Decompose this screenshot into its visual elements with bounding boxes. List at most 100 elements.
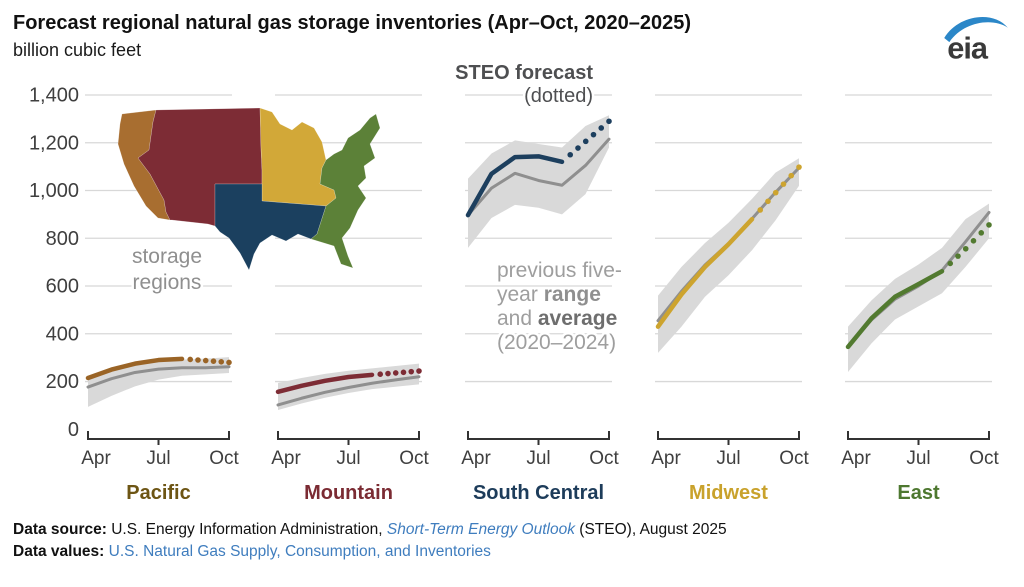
x-axis-tick-label: Oct — [779, 448, 809, 469]
y-axis-tick-label: 1,400 — [29, 85, 79, 107]
annotation-range-note: year range — [497, 283, 601, 306]
map-region-south-central — [214, 183, 327, 271]
forecast-dot — [606, 118, 612, 125]
forecast-dot — [590, 131, 597, 138]
x-axis-tick-label: Apr — [841, 448, 871, 469]
footer: Data source: U.S. Energy Information Adm… — [13, 519, 727, 563]
x-axis-tick-label: Oct — [209, 448, 239, 469]
footer-link[interactable]: Short-Term Energy Outlook — [386, 521, 575, 538]
y-axis-tick-label: 800 — [46, 228, 79, 250]
forecast-dot — [195, 357, 201, 363]
x-axis-tick-label: Oct — [589, 448, 619, 469]
forecast-dot — [582, 138, 589, 145]
forecast-dot — [947, 260, 954, 267]
page-title: Forecast regional natural gas storage in… — [13, 12, 692, 34]
forecast-dot — [408, 368, 415, 375]
chart-canvas: 0 200 400 600 800 1,000 1,200 1,400 Apr Jul Oct Pa… — [29, 60, 1000, 504]
forecast-dot — [986, 222, 992, 228]
forecast-dot — [385, 370, 391, 377]
eia-logo: eia — [944, 16, 1008, 66]
footer-link[interactable]: U.S. Natural Gas Supply, Consumption, an… — [108, 543, 491, 560]
forecast-dot — [780, 181, 787, 187]
forecast-dot — [416, 368, 422, 374]
y-axis-tick-label: 1,000 — [29, 180, 79, 202]
y-axis-tick-label: 1,200 — [29, 132, 79, 154]
footer-label: Data values: — [13, 543, 109, 560]
forecast-dot — [567, 151, 574, 158]
x-axis-tick-label: Apr — [651, 448, 681, 469]
x-axis — [277, 431, 420, 445]
units-label: billion cubic feet — [13, 40, 142, 60]
x-axis — [657, 431, 800, 445]
x-axis-tick-label: Jul — [336, 448, 360, 469]
x-axis-tick-label: Oct — [399, 448, 429, 469]
forecast-dot — [187, 356, 194, 363]
region-label-midwest: Midwest — [689, 482, 768, 504]
forecast-dot — [796, 164, 802, 170]
series-line-south-central — [465, 154, 565, 218]
series-layer — [85, 115, 992, 410]
forecast-dot — [962, 245, 969, 252]
series-line-midwest — [655, 216, 755, 329]
x-axis-tick-label: Jul — [146, 448, 170, 469]
annotation-steo-forecast: STEO forecast — [455, 62, 593, 84]
forecast-dot — [772, 189, 779, 196]
region-label-south-central: South Central — [473, 482, 604, 504]
annotation-steo-dotted: (dotted) — [524, 85, 593, 107]
range-band-pacific — [88, 357, 229, 407]
y-axis-tick-label: 0 — [68, 419, 79, 441]
series-line-mountain — [275, 372, 375, 395]
region-label-pacific: Pacific — [126, 482, 190, 504]
map-region-midwest — [259, 107, 337, 207]
y-axis-tick-label: 200 — [46, 371, 79, 393]
y-axis-tick-label: 600 — [46, 276, 79, 298]
annotation-range-note: (2020–2024) — [497, 331, 616, 354]
x-axis-tick-label: Apr — [271, 448, 301, 469]
forecast-dot — [202, 357, 209, 364]
forecast-dot — [400, 369, 407, 376]
forecast-dot — [210, 358, 217, 364]
forecast-dot — [218, 359, 225, 365]
range-band-midwest — [658, 158, 799, 353]
footer-line-2: Data values: U.S. Natural Gas Supply, Co… — [13, 541, 727, 563]
map-region-east — [310, 113, 381, 269]
forecast-dot — [392, 370, 399, 376]
forecast-dot — [377, 371, 384, 377]
footer-line-1: Data source: U.S. Energy Information Adm… — [13, 519, 727, 541]
forecast-dot — [788, 172, 795, 179]
average-line-mountain — [276, 375, 421, 407]
region-label-east: East — [897, 482, 940, 504]
forecast-dot — [757, 207, 764, 213]
x-axis-tick-label: Apr — [81, 448, 111, 469]
footer-label: Data source: — [13, 521, 112, 538]
annotation-storage-regions: regions — [133, 271, 202, 294]
annotations-layer: STEO forecast(dotted) storage regions previ… — [129, 60, 624, 357]
series-line-pacific — [85, 356, 185, 381]
x-axis-tick-label: Jul — [526, 448, 550, 469]
y-axis-tick-label: 400 — [46, 323, 79, 345]
series-line-east — [845, 268, 945, 350]
forecast-dot — [765, 198, 771, 205]
eia-logo-text: eia — [947, 31, 989, 66]
x-axis — [847, 431, 990, 445]
average-line-south-central — [466, 137, 611, 217]
annotation-storage-regions: storage — [132, 245, 202, 268]
annotation-range-note: and average — [497, 307, 617, 330]
x-axis-tick-label: Oct — [969, 448, 999, 469]
x-axis-tick-label: Jul — [906, 448, 930, 469]
eia-logo-swoosh — [944, 16, 1008, 43]
x-axis-tick-label: Jul — [716, 448, 740, 469]
forecast-dot — [575, 145, 581, 151]
range-band-east — [848, 203, 989, 372]
x-axis — [87, 431, 230, 445]
forecast-dot — [955, 253, 961, 259]
average-line-pacific — [86, 365, 231, 389]
forecast-dot — [970, 238, 977, 244]
footer-text: U.S. Energy Information Administration, — [111, 521, 387, 538]
forecast-dot — [978, 230, 985, 236]
forecast-dot — [598, 125, 605, 131]
x-axis — [467, 431, 610, 445]
x-axis-tick-label: Apr — [461, 448, 491, 469]
